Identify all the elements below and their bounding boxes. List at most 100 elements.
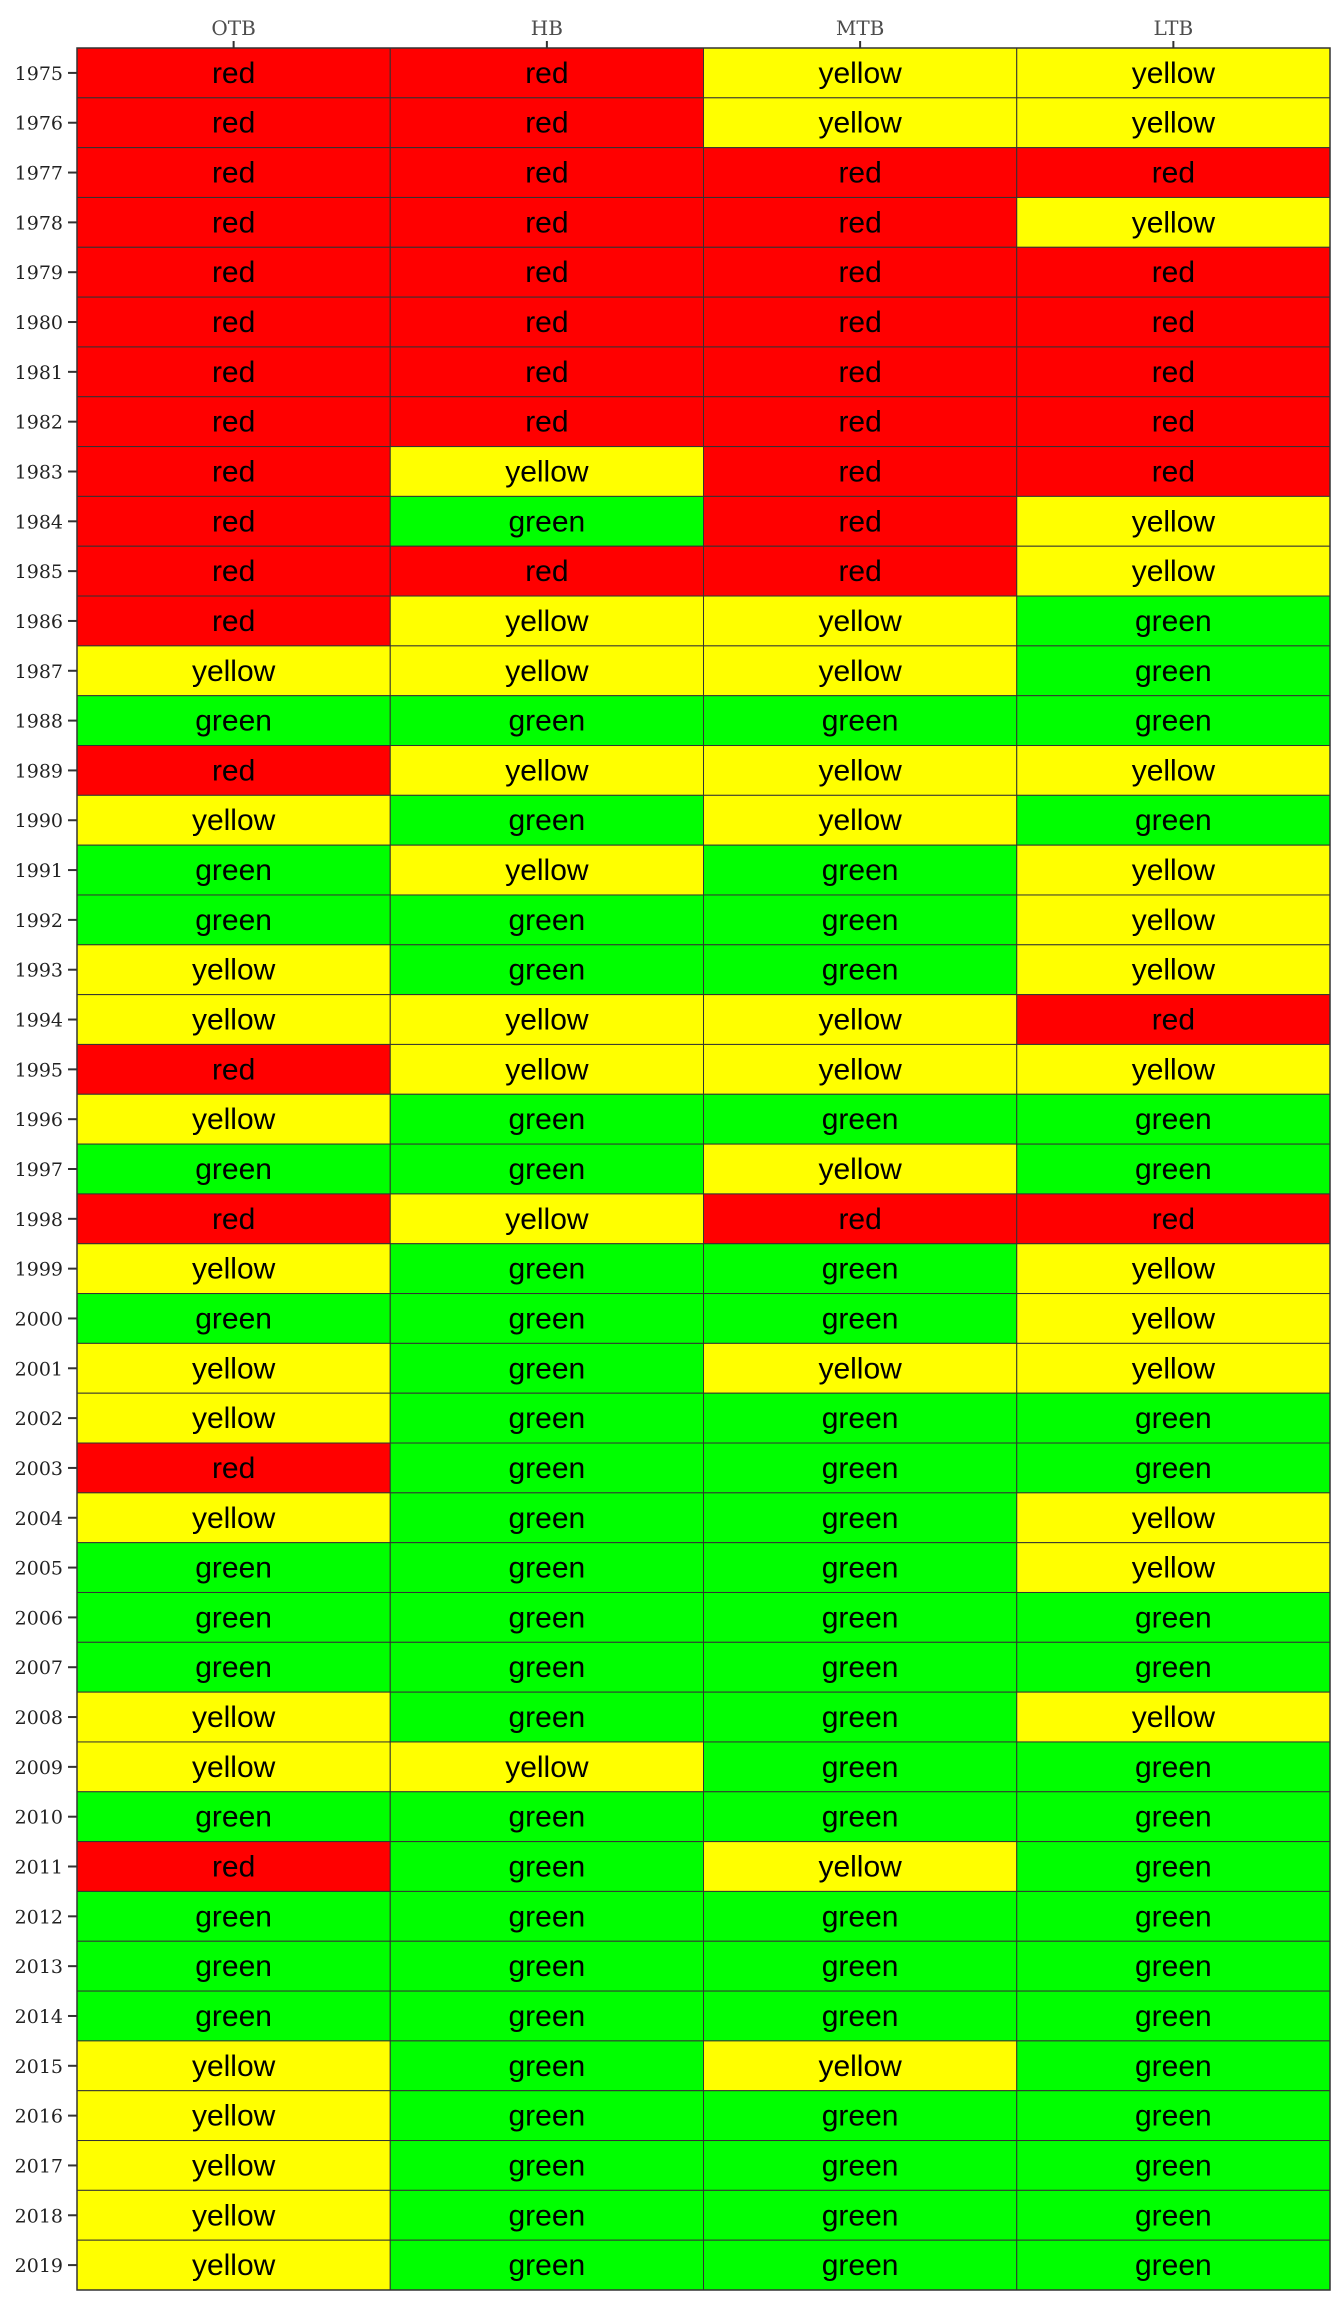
cell-label: red <box>212 1053 255 1086</box>
cell-label: yellow <box>192 1352 276 1385</box>
heatmap-cell <box>1016 1591 1331 1643</box>
heatmap-cell <box>76 1143 391 1195</box>
heatmap-cell <box>76 1841 391 1892</box>
heatmap-cell <box>389 1342 704 1394</box>
cell-label: green <box>509 1900 586 1933</box>
row-label-1988: 1988 <box>15 711 63 733</box>
heatmap-cell <box>76 2140 391 2191</box>
heatmap-cell <box>1016 1392 1331 1444</box>
heatmap-cell <box>703 1691 1018 1743</box>
cell-label: red <box>1152 356 1195 389</box>
row-labels: 1975 1976 1977 1978 1979 1980 1981 1982 1983 1984… <box>15 63 77 2277</box>
cell-label: green <box>822 1452 899 1485</box>
cell-label: green <box>1135 655 1212 688</box>
cell-label: red <box>212 256 255 289</box>
heatmap-cell <box>703 2140 1018 2191</box>
heatmap-cell <box>1016 495 1331 547</box>
cell-label: red <box>525 256 568 289</box>
cell-label: yellow <box>192 2100 276 2133</box>
row-label-2008: 2008 <box>15 1707 63 1729</box>
cell-label: green <box>509 1402 586 1435</box>
cell-label: yellow <box>192 1004 276 1037</box>
cell-label: green <box>195 1552 272 1585</box>
heatmap-cell <box>703 595 1018 647</box>
cell-label: yellow <box>818 2050 902 2083</box>
cell-label: green <box>822 1601 899 1634</box>
cell-label: green <box>509 1452 586 1485</box>
heatmap-cell <box>76 47 391 99</box>
heatmap-cell <box>703 1591 1018 1643</box>
heatmap-cell <box>76 1940 391 1992</box>
row-label-1987: 1987 <box>15 661 63 683</box>
row-label-1986: 1986 <box>15 611 63 633</box>
row-label-2001: 2001 <box>15 1358 63 1380</box>
cell-label: green <box>509 2050 586 2083</box>
heatmap-cell <box>703 2090 1018 2142</box>
row-label-2000: 2000 <box>15 1308 63 1330</box>
heatmap-cell <box>389 446 704 497</box>
cell-label: yellow <box>192 1103 276 1136</box>
cell-label: green <box>509 1601 586 1634</box>
heatmap-cell <box>703 1791 1018 1843</box>
cell-label: red <box>838 1203 881 1236</box>
heatmap-cell <box>76 147 391 198</box>
cell-label: green <box>509 904 586 937</box>
heatmap-cell <box>703 97 1018 149</box>
cell-label: green <box>195 1302 272 1335</box>
heatmap-cell <box>1016 1542 1331 1593</box>
cell-label: green <box>195 1601 272 1634</box>
cell-label: red <box>212 1452 255 1485</box>
cell-label: red <box>212 754 255 787</box>
heatmap-cell <box>703 994 1018 1045</box>
cell-label: green <box>195 904 272 937</box>
heatmap-cell <box>389 246 704 298</box>
cell-label: green <box>509 1701 586 1734</box>
heatmap-cell <box>389 794 704 846</box>
cell-label: yellow <box>1132 754 1216 787</box>
cell-label: yellow <box>818 57 902 90</box>
heatmap-cell <box>703 1342 1018 1394</box>
heatmap-cell <box>389 844 704 896</box>
heatmap-cell <box>389 1890 704 1942</box>
cell-label: yellow <box>818 605 902 638</box>
row-label-2009: 2009 <box>15 1757 63 1779</box>
cell-label: green <box>822 1103 899 1136</box>
cell-label: green <box>822 1900 899 1933</box>
heatmap-cell <box>76 894 391 946</box>
heatmap-cell <box>1016 1193 1331 1245</box>
cell-label: green <box>509 954 586 987</box>
cell-label: red <box>838 455 881 488</box>
cell-label: red <box>1152 256 1195 289</box>
heatmap-cell <box>703 495 1018 547</box>
heatmap-cell <box>703 1143 1018 1195</box>
heatmap-cell <box>703 446 1018 497</box>
cell-label: yellow <box>1132 555 1216 588</box>
cell-label: green <box>1135 1900 1212 1933</box>
row-label-2003: 2003 <box>15 1458 63 1480</box>
row-label-2019: 2019 <box>15 2255 63 2277</box>
cell-label: green <box>1135 2000 1212 2033</box>
heatmap-cell <box>703 1492 1018 1544</box>
heatmap-cell <box>389 894 704 946</box>
cell-label: green <box>822 1751 899 1784</box>
cell-label: red <box>1152 306 1195 339</box>
cell-label: red <box>525 107 568 140</box>
cell-label: red <box>212 157 255 190</box>
cell-label: green <box>822 2100 899 2133</box>
row-label-1992: 1992 <box>15 910 63 932</box>
heatmap-cell <box>703 1293 1018 1344</box>
cell-label: yellow <box>818 1153 902 1186</box>
heatmap-cell <box>76 1542 391 1593</box>
cell-label: yellow <box>818 1352 902 1385</box>
row-label-2015: 2015 <box>15 2056 63 2078</box>
cell-label: yellow <box>818 1053 902 1086</box>
cell-label: yellow <box>192 1502 276 1535</box>
cell-label: green <box>509 1801 586 1834</box>
heatmap-cell <box>389 1990 704 2042</box>
heatmap-cell <box>1016 296 1331 348</box>
heatmap-cell <box>703 1741 1018 1793</box>
cell-label: green <box>822 904 899 937</box>
cell-label: green <box>509 804 586 837</box>
cell-label: green <box>509 1103 586 1136</box>
cell-label: red <box>1152 157 1195 190</box>
